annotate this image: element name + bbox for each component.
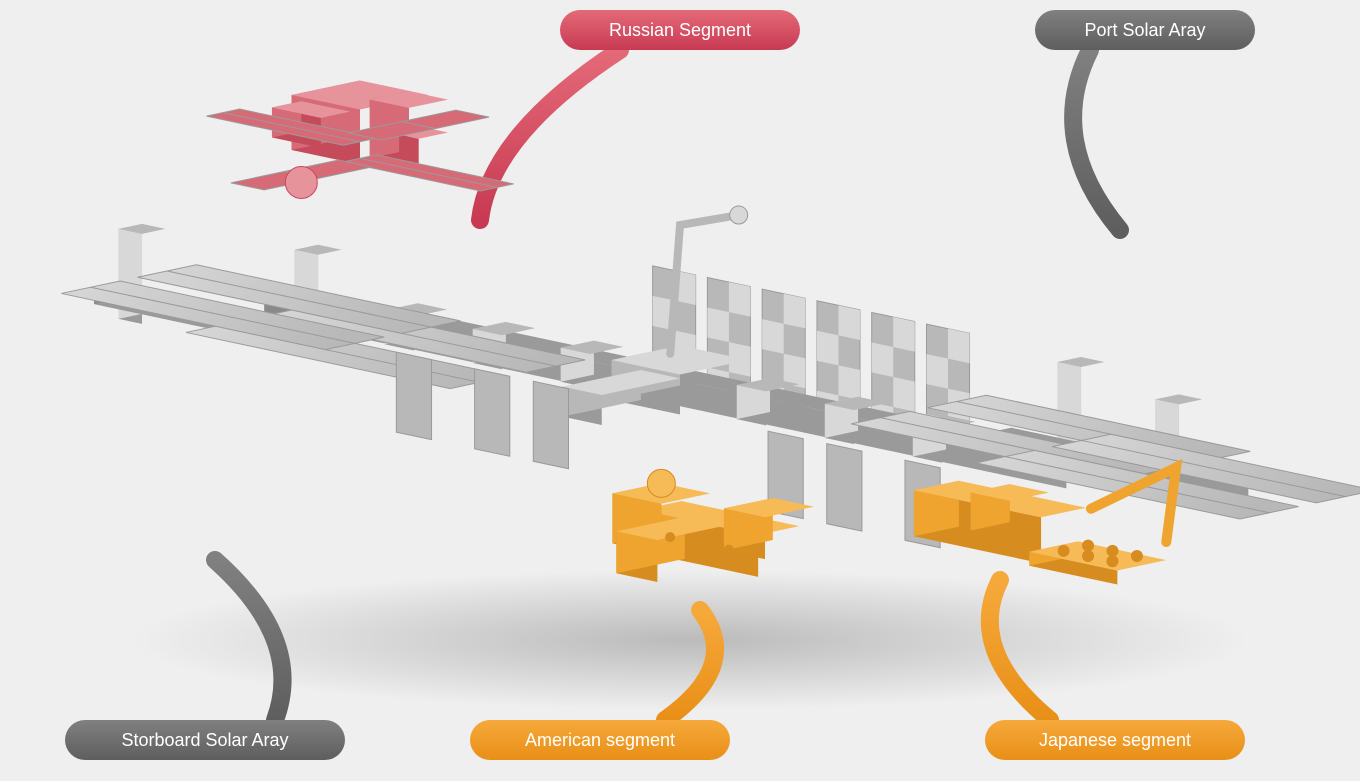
label-text: American segment: [525, 730, 675, 751]
label-american-segment: American segment: [470, 720, 730, 760]
label-russian-segment: Russian Segment: [560, 10, 800, 50]
label-port-solar-array: Port Solar Aray: [1035, 10, 1255, 50]
iss-diagram-svg: [0, 0, 1360, 781]
label-text: Japanese segment: [1039, 730, 1191, 751]
label-japanese-segment: Japanese segment: [985, 720, 1245, 760]
diagram-stage: [0, 0, 1360, 781]
label-starboard-solar-array: Storboard Solar Aray: [65, 720, 345, 760]
label-text: Port Solar Aray: [1084, 20, 1205, 41]
label-text: Storboard Solar Aray: [121, 730, 288, 751]
label-text: Russian Segment: [609, 20, 751, 41]
